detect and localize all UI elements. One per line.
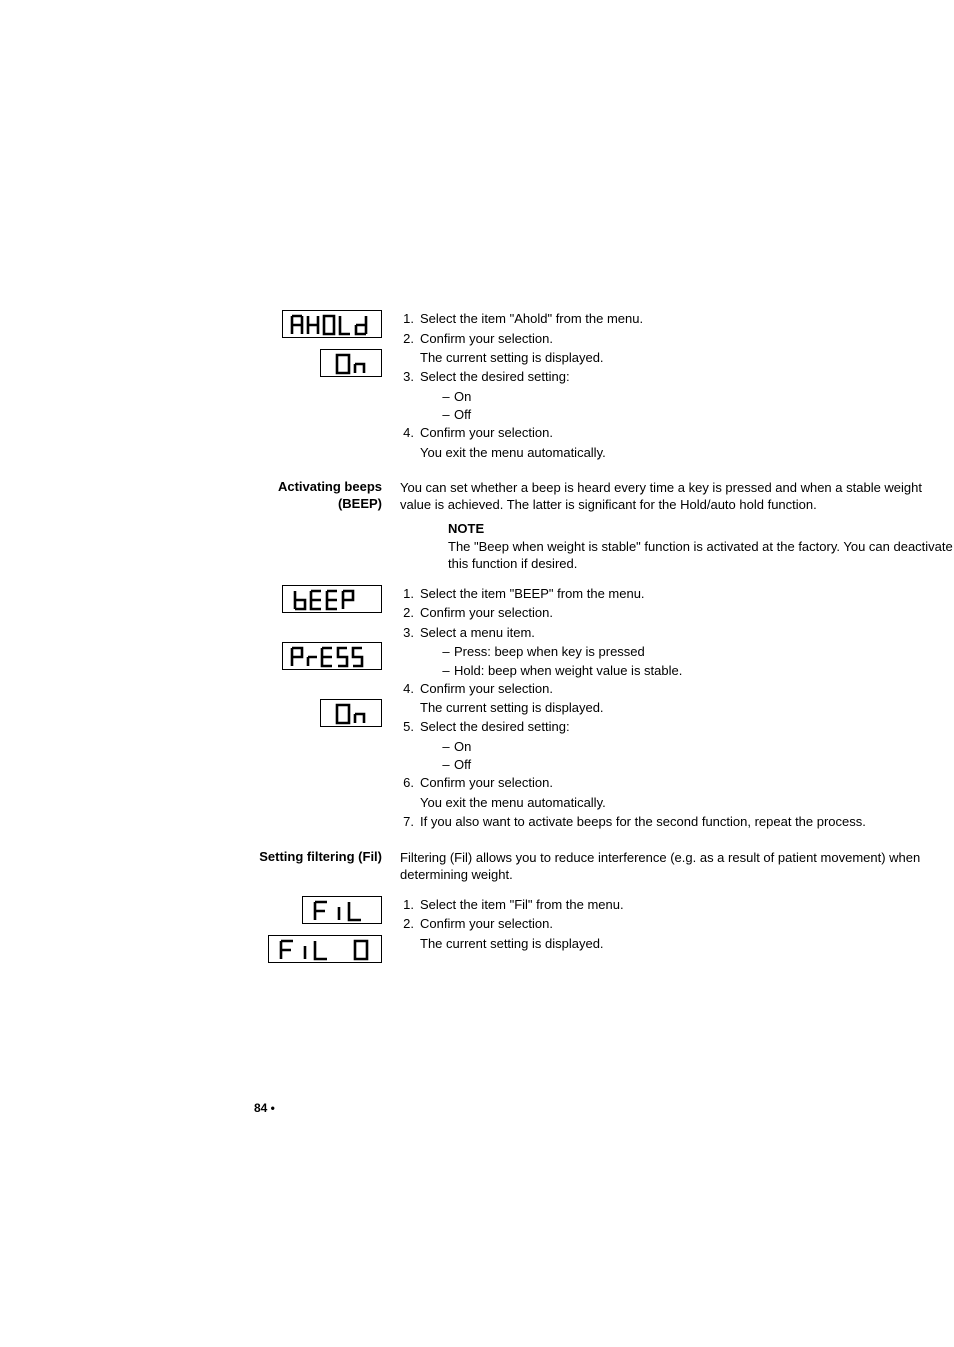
step-number: 1.	[400, 310, 420, 328]
section-ahold: 1. Select the item "Ahold" from the menu…	[254, 310, 954, 463]
step-text: Confirm your selection.	[420, 680, 954, 698]
intro-paragraph: You can set whether a beep is heard ever…	[400, 479, 954, 514]
lcd-ahold-on	[320, 349, 382, 377]
beep-steps-col: 1. Select the item "BEEP" from the menu.…	[392, 585, 954, 833]
dash-icon: –	[438, 406, 454, 424]
step-7: 7. If you also want to activate beeps fo…	[400, 813, 954, 831]
lcd-beep	[282, 585, 382, 613]
note-body: The "Beep when weight is stable" functio…	[448, 538, 954, 573]
step-2: 2. Confirm your selection.	[400, 915, 954, 933]
step-number: 4.	[400, 680, 420, 698]
fil-steps-col: 1. Select the item "Fil" from the menu. …	[392, 896, 954, 954]
option-text: Off	[454, 756, 471, 774]
intro-paragraph: Filtering (Fil) allows you to reduce int…	[400, 849, 954, 884]
step-number: 3.	[400, 368, 420, 386]
dash-icon: –	[438, 756, 454, 774]
step-number: 4.	[400, 424, 420, 442]
content-area: 1. Select the item "Ahold" from the menu…	[254, 310, 954, 974]
step-subtext: The current setting is displayed.	[420, 935, 954, 953]
section-fil-steps: 1. Select the item "Fil" from the menu. …	[254, 896, 954, 974]
step-text: Select the item "BEEP" from the menu.	[420, 585, 954, 603]
beep-heading-col: Activating beeps (BEEP)	[254, 479, 392, 513]
step-4: 4. Confirm your selection.	[400, 680, 954, 698]
step-number: 2.	[400, 604, 420, 622]
step-text: Select the desired setting:	[420, 368, 954, 386]
lcd-ahold	[282, 310, 382, 338]
step-text: Confirm your selection.	[420, 774, 954, 792]
step-2: 2. Confirm your selection.	[400, 604, 954, 622]
lcd-fil-zero	[268, 935, 382, 963]
option-text: Off	[454, 406, 471, 424]
option-text: Press: beep when key is pressed	[454, 643, 645, 661]
step-number: 1.	[400, 896, 420, 914]
step-3: 3. Select a menu item.	[400, 624, 954, 642]
page-number: 84 •	[254, 1101, 275, 1115]
dash-icon: –	[438, 388, 454, 406]
section-heading: Activating beeps (BEEP)	[254, 479, 382, 513]
step-option: – Hold: beep when weight value is stable…	[438, 662, 954, 680]
page: 1. Select the item "Ahold" from the menu…	[0, 0, 954, 1347]
ahold-lcd-column	[254, 310, 392, 388]
section-beep-intro: Activating beeps (BEEP) You can set whet…	[254, 479, 954, 579]
step-option: – Off	[438, 406, 954, 424]
step-text: Select the desired setting:	[420, 718, 954, 736]
step-number: 6.	[400, 774, 420, 792]
step-text: Confirm your selection.	[420, 915, 954, 933]
option-text: Hold: beep when weight value is stable.	[454, 662, 682, 680]
step-option: – Off	[438, 756, 954, 774]
step-1: 1. Select the item "BEEP" from the menu.	[400, 585, 954, 603]
step-text: Confirm your selection.	[420, 330, 954, 348]
heading-line: Activating beeps	[278, 479, 382, 494]
heading-line: (BEEP)	[338, 496, 382, 511]
step-subtext: You exit the menu automatically.	[420, 794, 954, 812]
step-4: 4. Confirm your selection.	[400, 424, 954, 442]
dash-icon: –	[438, 738, 454, 756]
step-2: 2. Confirm your selection.	[400, 330, 954, 348]
step-number: 5.	[400, 718, 420, 736]
lcd-beep-on	[320, 699, 382, 727]
dash-icon: –	[438, 643, 454, 661]
fil-lcd-column	[254, 896, 392, 974]
lcd-fil	[302, 896, 382, 924]
step-option: – On	[438, 388, 954, 406]
option-text: On	[454, 388, 471, 406]
step-option: – Press: beep when key is pressed	[438, 643, 954, 661]
option-text: On	[454, 738, 471, 756]
fil-intro-col: Filtering (Fil) allows you to reduce int…	[392, 849, 954, 890]
step-option: – On	[438, 738, 954, 756]
step-text: Select the item "Fil" from the menu.	[420, 896, 954, 914]
step-text: Select the item "Ahold" from the menu.	[420, 310, 954, 328]
step-1: 1. Select the item "Ahold" from the menu…	[400, 310, 954, 328]
section-beep-steps: 1. Select the item "BEEP" from the menu.…	[254, 585, 954, 833]
beep-intro-col: You can set whether a beep is heard ever…	[392, 479, 954, 579]
step-text: Select a menu item.	[420, 624, 954, 642]
step-text: Confirm your selection.	[420, 424, 954, 442]
lcd-press	[282, 642, 382, 670]
step-1: 1. Select the item "Fil" from the menu.	[400, 896, 954, 914]
step-text: Confirm your selection.	[420, 604, 954, 622]
step-number: 2.	[400, 330, 420, 348]
step-subtext: You exit the menu automatically.	[420, 444, 954, 462]
section-fil-intro: Setting filtering (Fil) Filtering (Fil) …	[254, 849, 954, 890]
step-3: 3. Select the desired setting:	[400, 368, 954, 386]
note-title: NOTE	[448, 520, 954, 538]
section-heading: Setting filtering (Fil)	[254, 849, 382, 866]
step-number: 2.	[400, 915, 420, 933]
step-number: 7.	[400, 813, 420, 831]
step-number: 3.	[400, 624, 420, 642]
dash-icon: –	[438, 662, 454, 680]
beep-lcd-column	[254, 585, 392, 738]
fil-heading-col: Setting filtering (Fil)	[254, 849, 392, 866]
step-number: 1.	[400, 585, 420, 603]
note-block: NOTE The "Beep when weight is stable" fu…	[448, 520, 954, 573]
step-6: 6. Confirm your selection.	[400, 774, 954, 792]
step-subtext: The current setting is displayed.	[420, 699, 954, 717]
step-text: If you also want to activate beeps for t…	[420, 813, 954, 831]
step-5: 5. Select the desired setting:	[400, 718, 954, 736]
ahold-steps: 1. Select the item "Ahold" from the menu…	[392, 310, 954, 463]
step-subtext: The current setting is displayed.	[420, 349, 954, 367]
